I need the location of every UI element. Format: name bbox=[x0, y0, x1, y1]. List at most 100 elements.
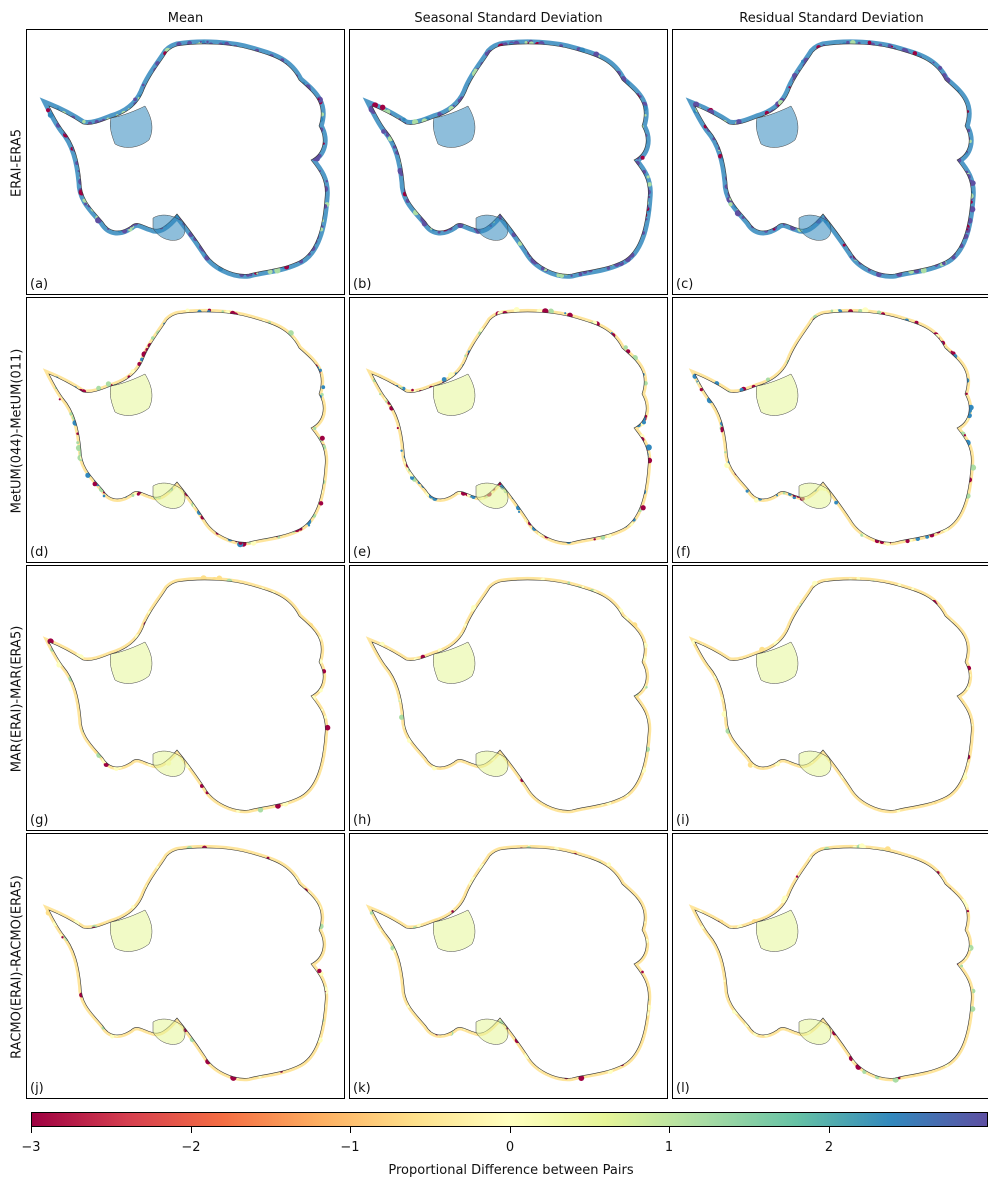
panel-label: (l) bbox=[676, 1081, 690, 1096]
panel-label: (g) bbox=[30, 813, 49, 828]
coastal-cell bbox=[606, 266, 611, 270]
coastal-cell bbox=[369, 911, 374, 915]
coastal-cell bbox=[849, 255, 853, 259]
coastal-cell bbox=[84, 202, 88, 206]
coastal-cell bbox=[962, 774, 968, 780]
continent-outline bbox=[48, 847, 326, 1079]
coastal-cell bbox=[464, 354, 467, 358]
coastal-cell bbox=[724, 451, 727, 454]
coastal-cell bbox=[288, 330, 294, 336]
colorbar bbox=[31, 1112, 988, 1127]
coastal-cell bbox=[811, 580, 818, 587]
ice-shelf-ronne bbox=[798, 214, 832, 241]
colorbar-tick-label: −3 bbox=[21, 1140, 41, 1155]
coastal-cell bbox=[318, 501, 324, 506]
antarctica-map bbox=[42, 308, 329, 548]
map-panel: (g) bbox=[26, 565, 345, 831]
coastal-cell bbox=[92, 481, 98, 487]
coastal-cell bbox=[417, 923, 421, 928]
antarctica-map bbox=[688, 843, 976, 1083]
ice-shelf-ross bbox=[109, 909, 153, 952]
antarctica-map bbox=[39, 39, 330, 279]
colorbar-tick bbox=[510, 1127, 511, 1133]
coastal-cell bbox=[932, 61, 935, 64]
coastal-cell bbox=[102, 494, 106, 498]
map-panel: (l) bbox=[672, 833, 988, 1099]
coastal-cell bbox=[523, 519, 527, 522]
map-panel: (b) bbox=[349, 29, 668, 295]
coastal-cell bbox=[256, 272, 259, 275]
continent-outline bbox=[371, 847, 649, 1079]
coastal-cell bbox=[141, 83, 145, 87]
coastal-cell bbox=[593, 538, 596, 541]
coastal-cell bbox=[934, 801, 937, 805]
coastal-cell bbox=[859, 843, 865, 850]
coastal-cell bbox=[321, 385, 326, 390]
coastal-cell bbox=[798, 69, 801, 72]
coastal-cell bbox=[130, 369, 135, 374]
coastal-cell bbox=[319, 435, 325, 441]
continent-outline bbox=[371, 579, 649, 811]
coastal-cell bbox=[257, 807, 264, 813]
coastal-cell bbox=[905, 538, 910, 544]
continent-outline bbox=[371, 43, 649, 275]
ice-shelf-ronne bbox=[152, 214, 186, 241]
coastal-cell bbox=[846, 40, 850, 45]
coastal-cell bbox=[578, 1075, 585, 1081]
coastal-cell bbox=[59, 933, 63, 937]
coastal-cell bbox=[765, 377, 771, 382]
coastal-cell bbox=[250, 540, 257, 546]
coastal-cell bbox=[133, 492, 136, 495]
coastal-cell bbox=[437, 230, 441, 234]
coastal-cell bbox=[969, 1006, 976, 1012]
coastal-cell bbox=[201, 40, 205, 44]
ice-shelf-ronne bbox=[798, 1018, 832, 1045]
coastal-cell bbox=[795, 875, 799, 878]
coastal-cell bbox=[578, 272, 583, 277]
coastal-cell bbox=[646, 175, 650, 179]
column-title-residual-sd: Residual Standard Deviation bbox=[739, 11, 924, 26]
ice-shelf-ross bbox=[109, 373, 153, 416]
coastal-cell bbox=[274, 267, 281, 274]
panel-label: (d) bbox=[30, 545, 49, 560]
colorbar-tick bbox=[191, 1127, 192, 1133]
coastal-cell bbox=[379, 392, 382, 396]
coastal-cell bbox=[969, 180, 973, 183]
panel-label: (b) bbox=[353, 277, 372, 292]
coastal-cell bbox=[965, 392, 968, 395]
coastal-cell bbox=[891, 45, 894, 48]
map-panel: (k) bbox=[349, 833, 668, 1099]
coastal-cell bbox=[385, 400, 388, 403]
coastal-cell bbox=[400, 449, 403, 452]
coastal-cell bbox=[896, 809, 901, 813]
coastal-cell bbox=[960, 964, 964, 968]
coastal-cell bbox=[381, 129, 386, 134]
coastal-cell bbox=[791, 72, 798, 79]
coastal-cell bbox=[567, 581, 571, 585]
coastal-cell bbox=[399, 714, 405, 720]
coastal-cell bbox=[966, 910, 970, 913]
coastal-cell bbox=[728, 202, 733, 207]
coastal-cell bbox=[318, 688, 323, 693]
coastal-cell bbox=[277, 535, 281, 539]
coastal-cell bbox=[644, 113, 647, 117]
panel-label: (k) bbox=[353, 1081, 371, 1096]
colorbar-tick-label: −1 bbox=[340, 1140, 360, 1155]
coastal-cell bbox=[133, 97, 137, 102]
antarctica-map bbox=[685, 39, 976, 279]
row-title-metum: MetUM(044)-MetUM(011) bbox=[9, 348, 25, 514]
coastal-cell bbox=[58, 398, 61, 401]
coastal-cell bbox=[206, 40, 209, 44]
ice-shelf-ronne bbox=[475, 214, 509, 241]
antarctica-map bbox=[362, 39, 653, 279]
panel-label: (c) bbox=[676, 277, 694, 292]
map-panel: (i) bbox=[672, 565, 988, 831]
coastal-cell bbox=[136, 492, 140, 496]
coastal-cell bbox=[221, 310, 224, 313]
coastal-cell bbox=[966, 228, 969, 231]
ice-shelf-ross bbox=[109, 641, 153, 684]
coastal-cell bbox=[635, 695, 639, 699]
coastal-cell bbox=[559, 273, 565, 278]
panel-label: (i) bbox=[676, 813, 690, 828]
coastal-cell bbox=[647, 195, 651, 199]
